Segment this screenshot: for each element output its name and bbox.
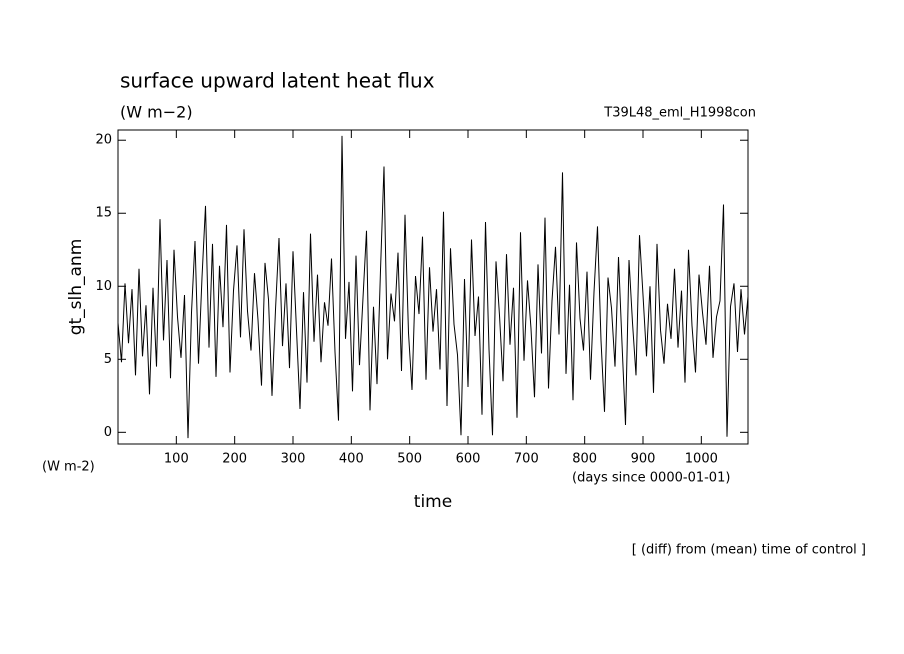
data-line <box>117 135 749 439</box>
x-tick-label: 500 <box>397 452 422 467</box>
x-tick-label: 100 <box>164 452 189 467</box>
x-tick-label: 200 <box>222 452 247 467</box>
y-unit: (W m-2) <box>42 460 95 475</box>
note: [ (diff) from (mean) time of control ] <box>632 543 866 558</box>
x-tick-label: 400 <box>339 452 364 467</box>
x-tick-label: 800 <box>572 452 597 467</box>
y-axis-label: gt_slh_anm <box>66 239 86 336</box>
x-axis-label: time <box>414 492 452 512</box>
x-tick-label: 700 <box>514 452 539 467</box>
run-label: T39L48_eml_H1998con <box>603 106 756 121</box>
chart-title: surface upward latent heat flux <box>120 69 435 93</box>
x-tick-label: 900 <box>631 452 656 467</box>
y-tick-label: 0 <box>104 425 112 440</box>
y-tick-label: 10 <box>95 279 112 294</box>
chart-subtitle: (W m−2) <box>120 103 193 122</box>
x-tick-label: 1000 <box>685 452 718 467</box>
plot-frame <box>117 129 749 445</box>
y-tick-label: 15 <box>95 206 112 221</box>
y-tick-label: 5 <box>104 352 112 367</box>
y-tick-label: 20 <box>95 133 112 148</box>
x-tick-label: 600 <box>456 452 481 467</box>
x-tick-label: 300 <box>281 452 306 467</box>
x-unit: (days since 0000-01-01) <box>572 471 730 486</box>
